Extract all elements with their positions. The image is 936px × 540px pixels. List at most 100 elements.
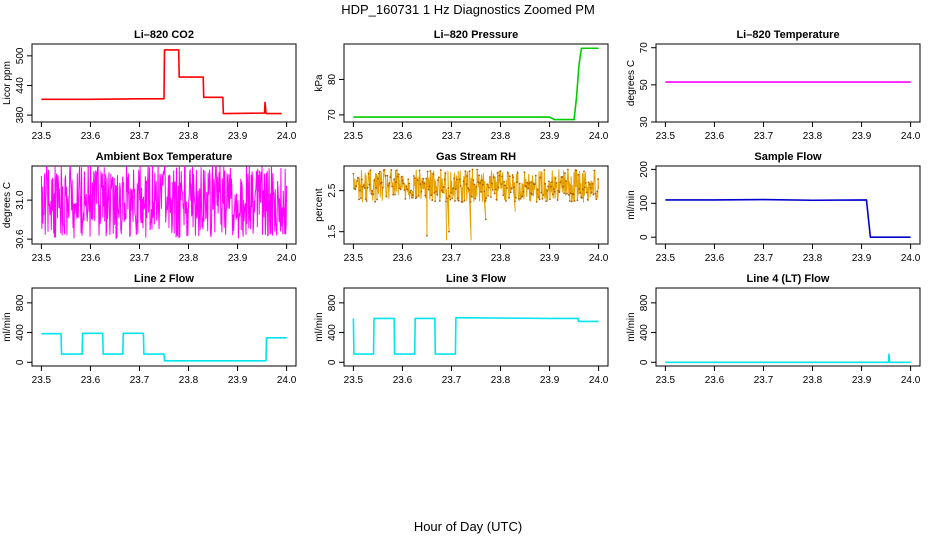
data-point xyxy=(487,194,489,197)
data-point xyxy=(484,218,487,221)
x-tick-label: 23.5 xyxy=(32,131,52,142)
data-point xyxy=(443,178,446,181)
x-tick-label: 23.8 xyxy=(803,253,823,264)
data-point xyxy=(512,176,514,178)
y-tick-label: 30 xyxy=(639,116,650,128)
panel-title: Li–820 Pressure xyxy=(434,29,518,41)
data-point xyxy=(534,174,537,177)
x-tick-label: 23.7 xyxy=(754,375,774,386)
y-tick-label: 70 xyxy=(327,109,338,121)
y-axis-label: Licor ppm xyxy=(2,61,13,105)
data-point xyxy=(481,179,483,182)
data-point xyxy=(506,171,509,174)
x-tick-label: 23.5 xyxy=(656,131,676,142)
data-point xyxy=(530,192,532,195)
data-point xyxy=(363,187,366,189)
data-point xyxy=(521,195,524,198)
data-point xyxy=(434,200,437,203)
y-tick-label: 100 xyxy=(639,195,650,212)
data-point xyxy=(356,180,359,182)
data-point xyxy=(476,168,479,171)
y-tick-label: 30.6 xyxy=(15,229,26,249)
data-point xyxy=(416,179,419,182)
x-tick-label: 23.9 xyxy=(540,375,560,386)
data-point xyxy=(500,183,503,185)
y-tick-label: 400 xyxy=(327,324,338,341)
data-point xyxy=(572,193,575,196)
data-point xyxy=(418,169,421,172)
data-point xyxy=(389,176,392,179)
data-point xyxy=(376,198,378,201)
series-line xyxy=(665,198,911,239)
y-tick-label: 200 xyxy=(639,161,650,178)
data-point xyxy=(594,192,597,195)
data-point xyxy=(550,181,553,183)
data-point xyxy=(548,180,550,183)
data-point xyxy=(546,189,549,192)
x-tick-label: 23.5 xyxy=(656,253,676,264)
data-point xyxy=(450,191,453,194)
data-point xyxy=(405,185,408,188)
data-point xyxy=(421,181,424,184)
x-tick-label: 23.8 xyxy=(179,375,199,386)
data-point xyxy=(566,168,569,171)
data-point xyxy=(422,177,425,180)
data-point xyxy=(420,190,423,193)
data-point xyxy=(408,182,411,185)
data-point xyxy=(503,180,506,183)
data-point xyxy=(385,195,388,198)
data-point xyxy=(380,181,383,184)
x-tick-label: 23.9 xyxy=(540,131,560,142)
data-point xyxy=(474,197,477,200)
data-point xyxy=(425,177,428,180)
data-point xyxy=(539,176,542,179)
data-point xyxy=(582,188,584,191)
data-point xyxy=(412,175,415,177)
data-point xyxy=(527,187,530,190)
data-point xyxy=(352,172,355,175)
y-tick-label: 800 xyxy=(639,294,650,311)
data-point xyxy=(486,183,489,186)
data-point xyxy=(365,200,368,202)
x-tick-label: 23.8 xyxy=(179,131,199,142)
data-point xyxy=(544,182,547,185)
data-point xyxy=(505,200,507,202)
data-point xyxy=(446,197,448,200)
data-point xyxy=(378,172,380,175)
data-point xyxy=(370,192,373,195)
data-point xyxy=(494,188,497,191)
data-point xyxy=(492,176,495,179)
data-point xyxy=(484,199,487,202)
data-point xyxy=(414,197,417,200)
x-tick-label: 23.6 xyxy=(705,375,725,386)
data-point xyxy=(593,169,596,172)
data-point xyxy=(438,176,440,179)
plot-frame xyxy=(31,165,297,245)
data-point xyxy=(583,186,586,189)
data-point xyxy=(397,173,400,176)
data-point xyxy=(374,200,377,203)
data-point xyxy=(517,197,520,200)
data-point xyxy=(522,190,525,193)
x-tick-label: 23.5 xyxy=(344,253,364,264)
data-point xyxy=(493,192,496,195)
data-point xyxy=(354,188,357,191)
x-tick-label: 23.7 xyxy=(130,253,150,264)
x-tick-label: 23.6 xyxy=(393,375,413,386)
data-point xyxy=(377,177,379,180)
data-point xyxy=(456,197,459,200)
data-point xyxy=(585,191,588,194)
data-point xyxy=(592,193,595,196)
series-line xyxy=(352,316,599,355)
data-point xyxy=(551,193,554,196)
x-tick-label: 24.0 xyxy=(901,131,921,142)
data-point xyxy=(395,169,398,172)
data-point xyxy=(489,196,492,198)
data-point xyxy=(558,191,561,194)
data-point xyxy=(401,179,404,182)
x-tick-label: 24.0 xyxy=(277,131,297,142)
data-point xyxy=(428,185,431,188)
data-point xyxy=(589,186,592,189)
data-point xyxy=(441,191,444,194)
data-point xyxy=(393,178,395,181)
